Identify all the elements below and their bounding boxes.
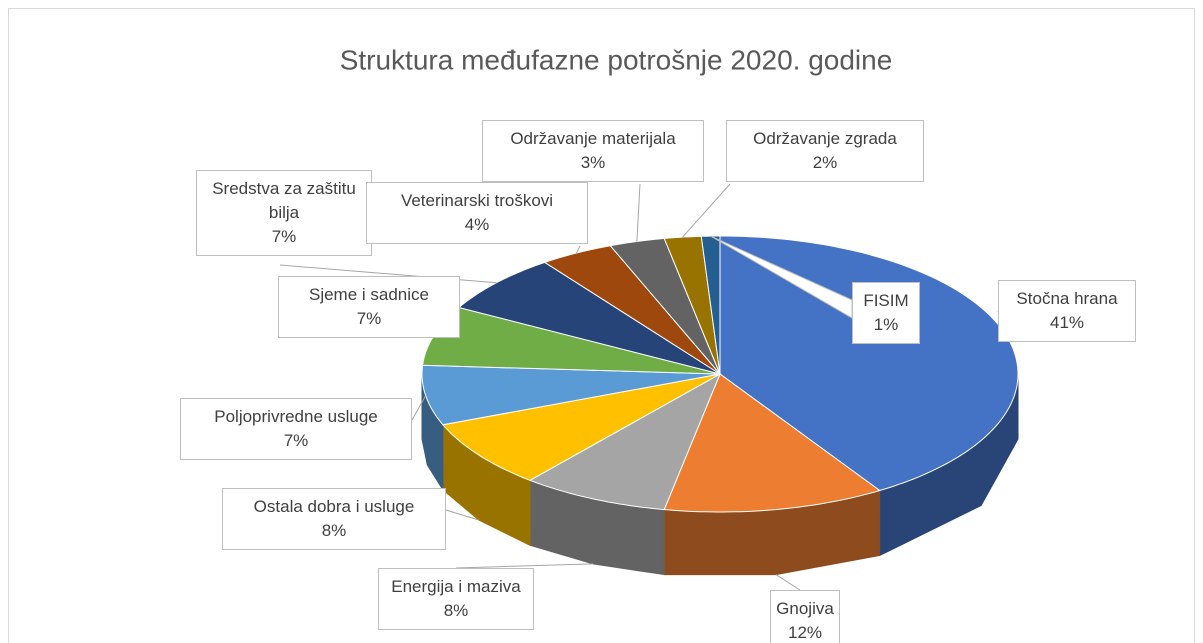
data-label-name: FISIM	[863, 291, 909, 310]
data-label-value: 8%	[443, 601, 469, 620]
data-label-value: 7%	[283, 431, 309, 450]
chart-title: Struktura međufazne potrošnje 2020. godi…	[340, 44, 893, 75]
data-label-name: Održavanje materijala	[510, 129, 676, 148]
pie-slice	[609, 237, 721, 375]
leader-line	[636, 183, 641, 242]
data-label: Održavanje materijala 3%	[482, 120, 704, 182]
data-label-name: Stočna hrana	[1016, 289, 1118, 308]
data-label-value: 41%	[1049, 313, 1085, 332]
leader-line	[411, 395, 427, 421]
leader-line	[455, 563, 594, 569]
data-label-value: 7%	[271, 227, 297, 246]
data-label-name: Održavanje zgrada	[753, 129, 897, 148]
data-label-value: 3%	[580, 153, 606, 172]
data-label: Ostala dobra i usluge 8%	[222, 488, 446, 550]
data-label: Održavanje zgrada 2%	[726, 120, 924, 182]
data-label-name: Sredstva za zaštitu bilja	[212, 179, 356, 222]
leader-line	[575, 245, 581, 254]
data-label-value: 7%	[356, 309, 382, 328]
data-label-value: 1%	[873, 315, 899, 334]
pie-slice	[528, 372, 722, 511]
data-label-value: 8%	[321, 521, 347, 540]
data-label-name: Poljoprivredne usluge	[214, 407, 378, 426]
data-label-name: Gnojiva	[776, 599, 834, 618]
pie-slice	[457, 261, 721, 375]
data-label: FISIM 1%	[852, 282, 920, 344]
leader-line	[682, 183, 731, 238]
data-label-name: Ostala dobra i usluge	[253, 497, 415, 516]
leader-line	[279, 264, 497, 284]
data-label-value: 4%	[464, 215, 490, 234]
data-label: Poljoprivredne usluge 7%	[180, 398, 412, 460]
data-label-value: 2%	[812, 153, 838, 172]
data-label: Sredstva za zaštitu bilja 7%	[196, 170, 372, 256]
leader-line	[775, 574, 801, 591]
data-label: Gnojiva 12%	[770, 590, 840, 643]
data-label: Energija i maziva 8%	[378, 568, 534, 630]
leader-line	[445, 509, 480, 521]
data-label-name: Energija i maziva	[391, 577, 521, 596]
chart-border	[8, 8, 1195, 643]
data-label-name: Sjeme i sadnice	[308, 285, 429, 304]
data-label: Veterinarski troškovi 4%	[366, 182, 588, 244]
data-label-name: Veterinarski troškovi	[400, 191, 554, 210]
pie-slice	[441, 373, 721, 481]
pie-slice	[663, 373, 881, 513]
data-label: Stočna hrana 41%	[998, 280, 1136, 342]
data-label-value: 12%	[787, 623, 823, 642]
data-label: Sjeme i sadnice 7%	[278, 276, 460, 338]
pie-slice	[421, 364, 721, 426]
